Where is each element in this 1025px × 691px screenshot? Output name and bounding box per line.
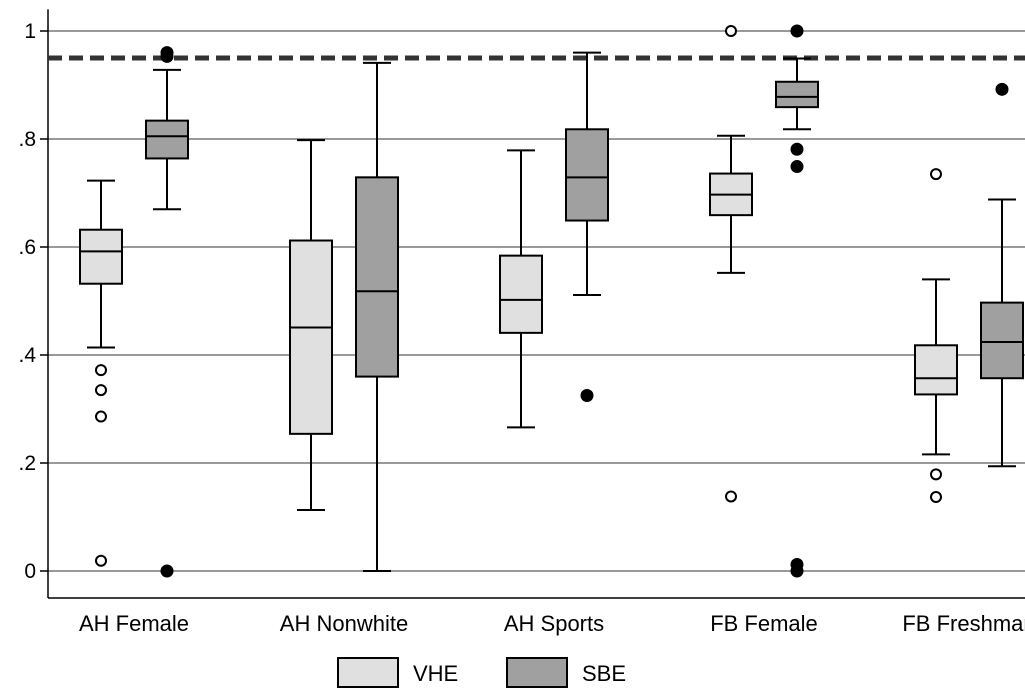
box-iqr: [914, 344, 958, 396]
outlier-point: [790, 142, 804, 156]
outlier-point: [580, 389, 594, 402]
outlier-point: [160, 564, 174, 578]
outlier-point: [790, 24, 804, 38]
outlier-point: [930, 168, 942, 181]
outlier-point: [995, 82, 1009, 96]
box-vhe-ah-sports: [499, 149, 543, 429]
box-sbe-fb-freshman: [980, 82, 1024, 468]
box-vhe-ah-nonwhite: [289, 139, 333, 511]
box-sbe-ah-sports: [565, 51, 609, 402]
legend-item-vhe: VHE: [337, 657, 458, 688]
outlier-point: [95, 554, 107, 567]
y-axis: 0 .2 .4 .6 .8 1: [18, 9, 1025, 599]
y-tick-label: 1: [24, 20, 36, 43]
legend-label: VHE: [413, 661, 458, 686]
outlier-point: [790, 160, 804, 174]
y-tick-label: 0: [24, 560, 36, 583]
legend: VHE SBE: [337, 657, 626, 688]
x-category-label: AH Sports: [504, 611, 604, 636]
outlier-point: [930, 491, 942, 504]
box-sbe-ah-female: [145, 46, 189, 578]
box-iqr: [355, 176, 399, 378]
outlier-point: [725, 25, 737, 37]
box-iqr: [980, 301, 1024, 380]
y-tick-label: .6: [18, 236, 36, 259]
legend-swatch: [337, 657, 399, 688]
x-category-label: AH Nonwhite: [280, 611, 408, 636]
outlier-point: [790, 564, 804, 578]
box-vhe-ah-female: [79, 179, 123, 567]
y-tick-label: .8: [18, 128, 36, 151]
box-iqr: [145, 119, 189, 160]
y-tick-label: .2: [18, 452, 36, 475]
outlier-point: [930, 468, 942, 481]
box-sbe-fb-female: [775, 24, 819, 578]
legend-label: SBE: [582, 661, 626, 686]
boxes: [79, 24, 1024, 578]
box-iqr: [79, 228, 123, 285]
outlier-point: [160, 49, 174, 63]
outlier-point: [95, 364, 107, 377]
x-category-label: FB Freshman: [902, 611, 1025, 636]
outlier-point: [725, 490, 737, 503]
box-iqr: [289, 239, 333, 435]
box-iqr: [775, 80, 819, 109]
outlier-point: [95, 384, 107, 397]
box-vhe-fb-freshman: [914, 168, 958, 504]
box-sbe-ah-nonwhite: [355, 61, 399, 572]
x-category-label: FB Female: [710, 611, 818, 636]
box-iqr: [565, 128, 609, 222]
box-iqr: [499, 254, 543, 334]
box-vhe-fb-female: [709, 25, 753, 503]
gridlines: [48, 30, 1025, 572]
x-axis-labels: AH Female AH Nonwhite AH Sports FB Female FB…: [79, 611, 1025, 636]
legend-swatch: [506, 657, 568, 688]
outlier-point: [95, 410, 107, 423]
legend-item-sbe: SBE: [506, 657, 626, 688]
x-category-label: AH Female: [79, 611, 189, 636]
y-tick-label: .4: [18, 344, 36, 367]
